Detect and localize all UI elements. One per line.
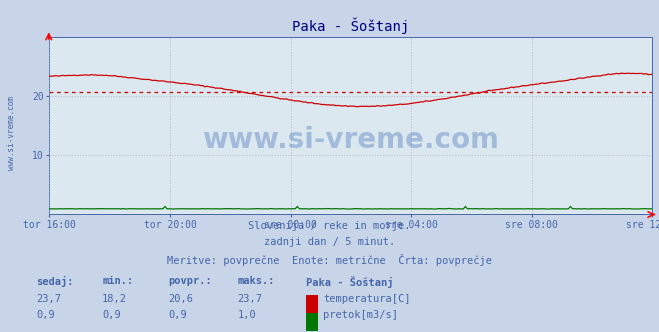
Text: 23,7: 23,7 xyxy=(36,294,61,304)
Text: 0,9: 0,9 xyxy=(36,310,55,320)
Text: 0,9: 0,9 xyxy=(168,310,186,320)
Text: zadnji dan / 5 minut.: zadnji dan / 5 minut. xyxy=(264,237,395,247)
Text: Meritve: povprečne  Enote: metrične  Črta: povprečje: Meritve: povprečne Enote: metrične Črta:… xyxy=(167,254,492,266)
Text: 18,2: 18,2 xyxy=(102,294,127,304)
Text: povpr.:: povpr.: xyxy=(168,276,212,286)
Text: pretok[m3/s]: pretok[m3/s] xyxy=(323,310,398,320)
Title: Paka - Šoštanj: Paka - Šoštanj xyxy=(293,18,409,34)
Text: min.:: min.: xyxy=(102,276,133,286)
Text: maks.:: maks.: xyxy=(237,276,275,286)
Text: 23,7: 23,7 xyxy=(237,294,262,304)
Text: 0,9: 0,9 xyxy=(102,310,121,320)
Text: sedaj:: sedaj: xyxy=(36,276,74,287)
Text: www.si-vreme.com: www.si-vreme.com xyxy=(202,125,500,153)
Text: Paka - Šoštanj: Paka - Šoštanj xyxy=(306,276,394,288)
Text: www.si-vreme.com: www.si-vreme.com xyxy=(7,96,16,170)
Text: Slovenija / reke in morje.: Slovenija / reke in morje. xyxy=(248,221,411,231)
Text: 1,0: 1,0 xyxy=(237,310,256,320)
Text: 20,6: 20,6 xyxy=(168,294,193,304)
Text: temperatura[C]: temperatura[C] xyxy=(323,294,411,304)
